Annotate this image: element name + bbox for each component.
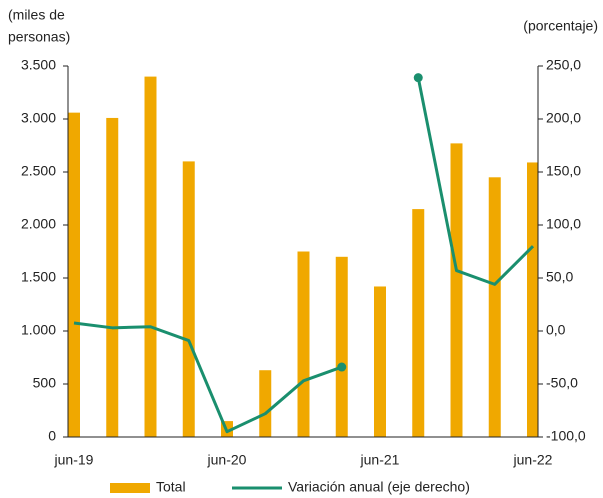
y-tick-label: 3.500 — [21, 57, 56, 73]
y2-tick-label: 0,0 — [546, 322, 566, 338]
y2-tick-label: -100,0 — [546, 428, 586, 444]
line-marker — [413, 73, 423, 83]
y-tick-label: 500 — [33, 375, 57, 391]
y2-tick-label: 200,0 — [546, 110, 581, 126]
bar — [144, 76, 157, 437]
bar — [297, 251, 310, 437]
bar — [259, 370, 272, 437]
bar — [106, 117, 119, 437]
legend-label: Total — [156, 479, 186, 495]
bar — [335, 256, 348, 437]
bar — [527, 162, 538, 437]
bar — [488, 177, 501, 438]
legend-swatch — [110, 483, 150, 493]
y-tick-label: 0 — [48, 428, 56, 444]
x-tick-label: jun-19 — [54, 452, 94, 468]
legend-label: Variación anual (eje derecho) — [288, 479, 470, 495]
x-tick-label: jun-22 — [513, 452, 553, 468]
y2-tick-label: 50,0 — [546, 269, 573, 285]
y-tick-label: 2.000 — [21, 216, 56, 232]
bar — [412, 209, 425, 437]
y2-tick-label: 100,0 — [546, 216, 581, 232]
y2-axis-title: (porcentaje) — [523, 18, 598, 34]
bar — [374, 286, 386, 437]
y-axis-title: (miles de — [8, 7, 65, 23]
y-tick-label: 3.000 — [21, 110, 56, 126]
y2-tick-label: 250,0 — [546, 57, 581, 73]
y-tick-label: 2.500 — [21, 163, 56, 179]
bar — [182, 161, 195, 437]
bar — [450, 143, 463, 437]
line-marker — [337, 362, 347, 372]
y-tick-label: 1.000 — [21, 322, 56, 338]
y-axis-title: personas) — [8, 29, 70, 45]
y2-tick-label: 150,0 — [546, 163, 581, 179]
y-tick-label: 1.500 — [21, 269, 56, 285]
x-tick-label: jun-21 — [360, 452, 400, 468]
y2-tick-label: -50,0 — [546, 375, 578, 391]
bar — [68, 112, 80, 437]
x-tick-label: jun-20 — [207, 452, 247, 468]
line — [73, 77, 535, 434]
